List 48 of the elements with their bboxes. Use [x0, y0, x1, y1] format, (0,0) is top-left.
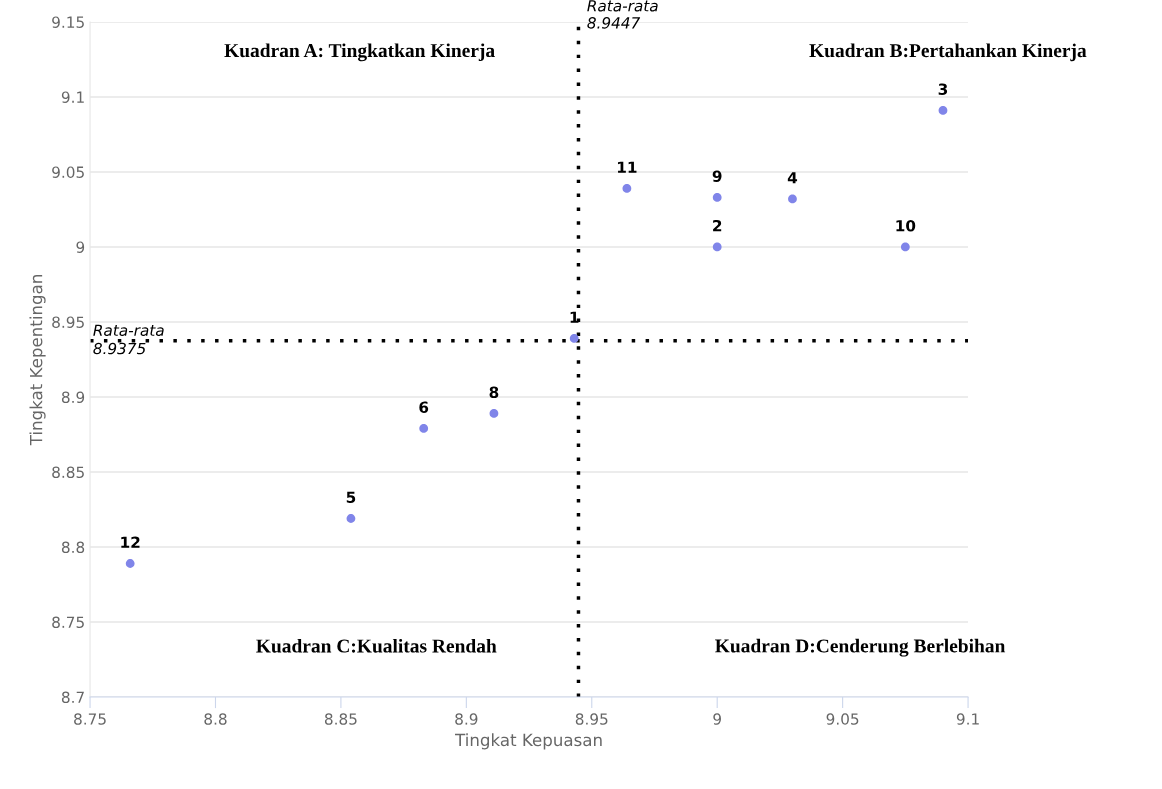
y-tick-label: 8.95	[52, 316, 84, 328]
point	[419, 424, 429, 433]
annotation: Kuadran A: Tingkatkan Kinerja	[224, 43, 495, 62]
x-tick-label: 8.8	[204, 713, 227, 725]
y-tick-label: 8.7	[61, 691, 84, 704]
ref-line-label: Rata-rata 8.9375	[93, 324, 164, 355]
y-tick-label: 8.75	[52, 616, 84, 629]
x-tick-label: 8.75	[74, 713, 106, 725]
y-tick-label: 9.05	[52, 166, 84, 178]
x-tick-label: 9.1	[956, 713, 979, 725]
point	[622, 184, 632, 193]
point	[938, 106, 948, 115]
y-tick-label: 9.15	[52, 16, 84, 28]
point	[900, 242, 910, 252]
y-tick-label: 9	[76, 241, 85, 253]
annotation: 1	[570, 311, 579, 323]
point	[712, 193, 722, 202]
annotation: Kuadran B:Pertahankan Kinerja	[809, 43, 1087, 62]
point	[788, 194, 797, 204]
y-tick-label: 8.9	[61, 391, 85, 403]
x-tick-label: 9	[713, 713, 721, 725]
y-tick-label: 8.8	[61, 541, 85, 554]
point	[489, 409, 499, 418]
annotation: 2	[713, 219, 722, 232]
annotation: 4	[787, 172, 798, 184]
annotation: 8	[489, 386, 499, 399]
x-tick-label: 9.05	[826, 713, 859, 725]
point	[346, 514, 356, 523]
annotation: 10	[896, 219, 916, 232]
x-tick-label: 8.95	[575, 713, 608, 725]
annotation: Kuadran C:Kualitas Rendah	[256, 638, 497, 653]
x-tick-label: 8.85	[324, 713, 357, 725]
point	[569, 334, 579, 343]
point	[712, 242, 722, 252]
x-tick-label: 8.9	[455, 713, 478, 725]
y-axis-title: Tingkat Kepentingan	[29, 275, 46, 446]
annotation: 11	[617, 161, 637, 173]
x-axis-title: Tingkat Kepuasan	[455, 733, 602, 750]
y-tick-label: 8.85	[52, 466, 84, 478]
point	[125, 559, 135, 568]
annotation: 6	[419, 401, 429, 414]
y-tick-label: 9.1	[61, 91, 84, 103]
annotation: 3	[938, 83, 948, 95]
annotation: 12	[121, 536, 140, 548]
annotation: 9	[712, 170, 722, 182]
annotation: 5	[346, 491, 356, 504]
ref-line-label: Rata-rata 8.9447	[587, 0, 658, 29]
annotation: Kuadran D:Cenderung Berlebihan	[715, 638, 1006, 657]
